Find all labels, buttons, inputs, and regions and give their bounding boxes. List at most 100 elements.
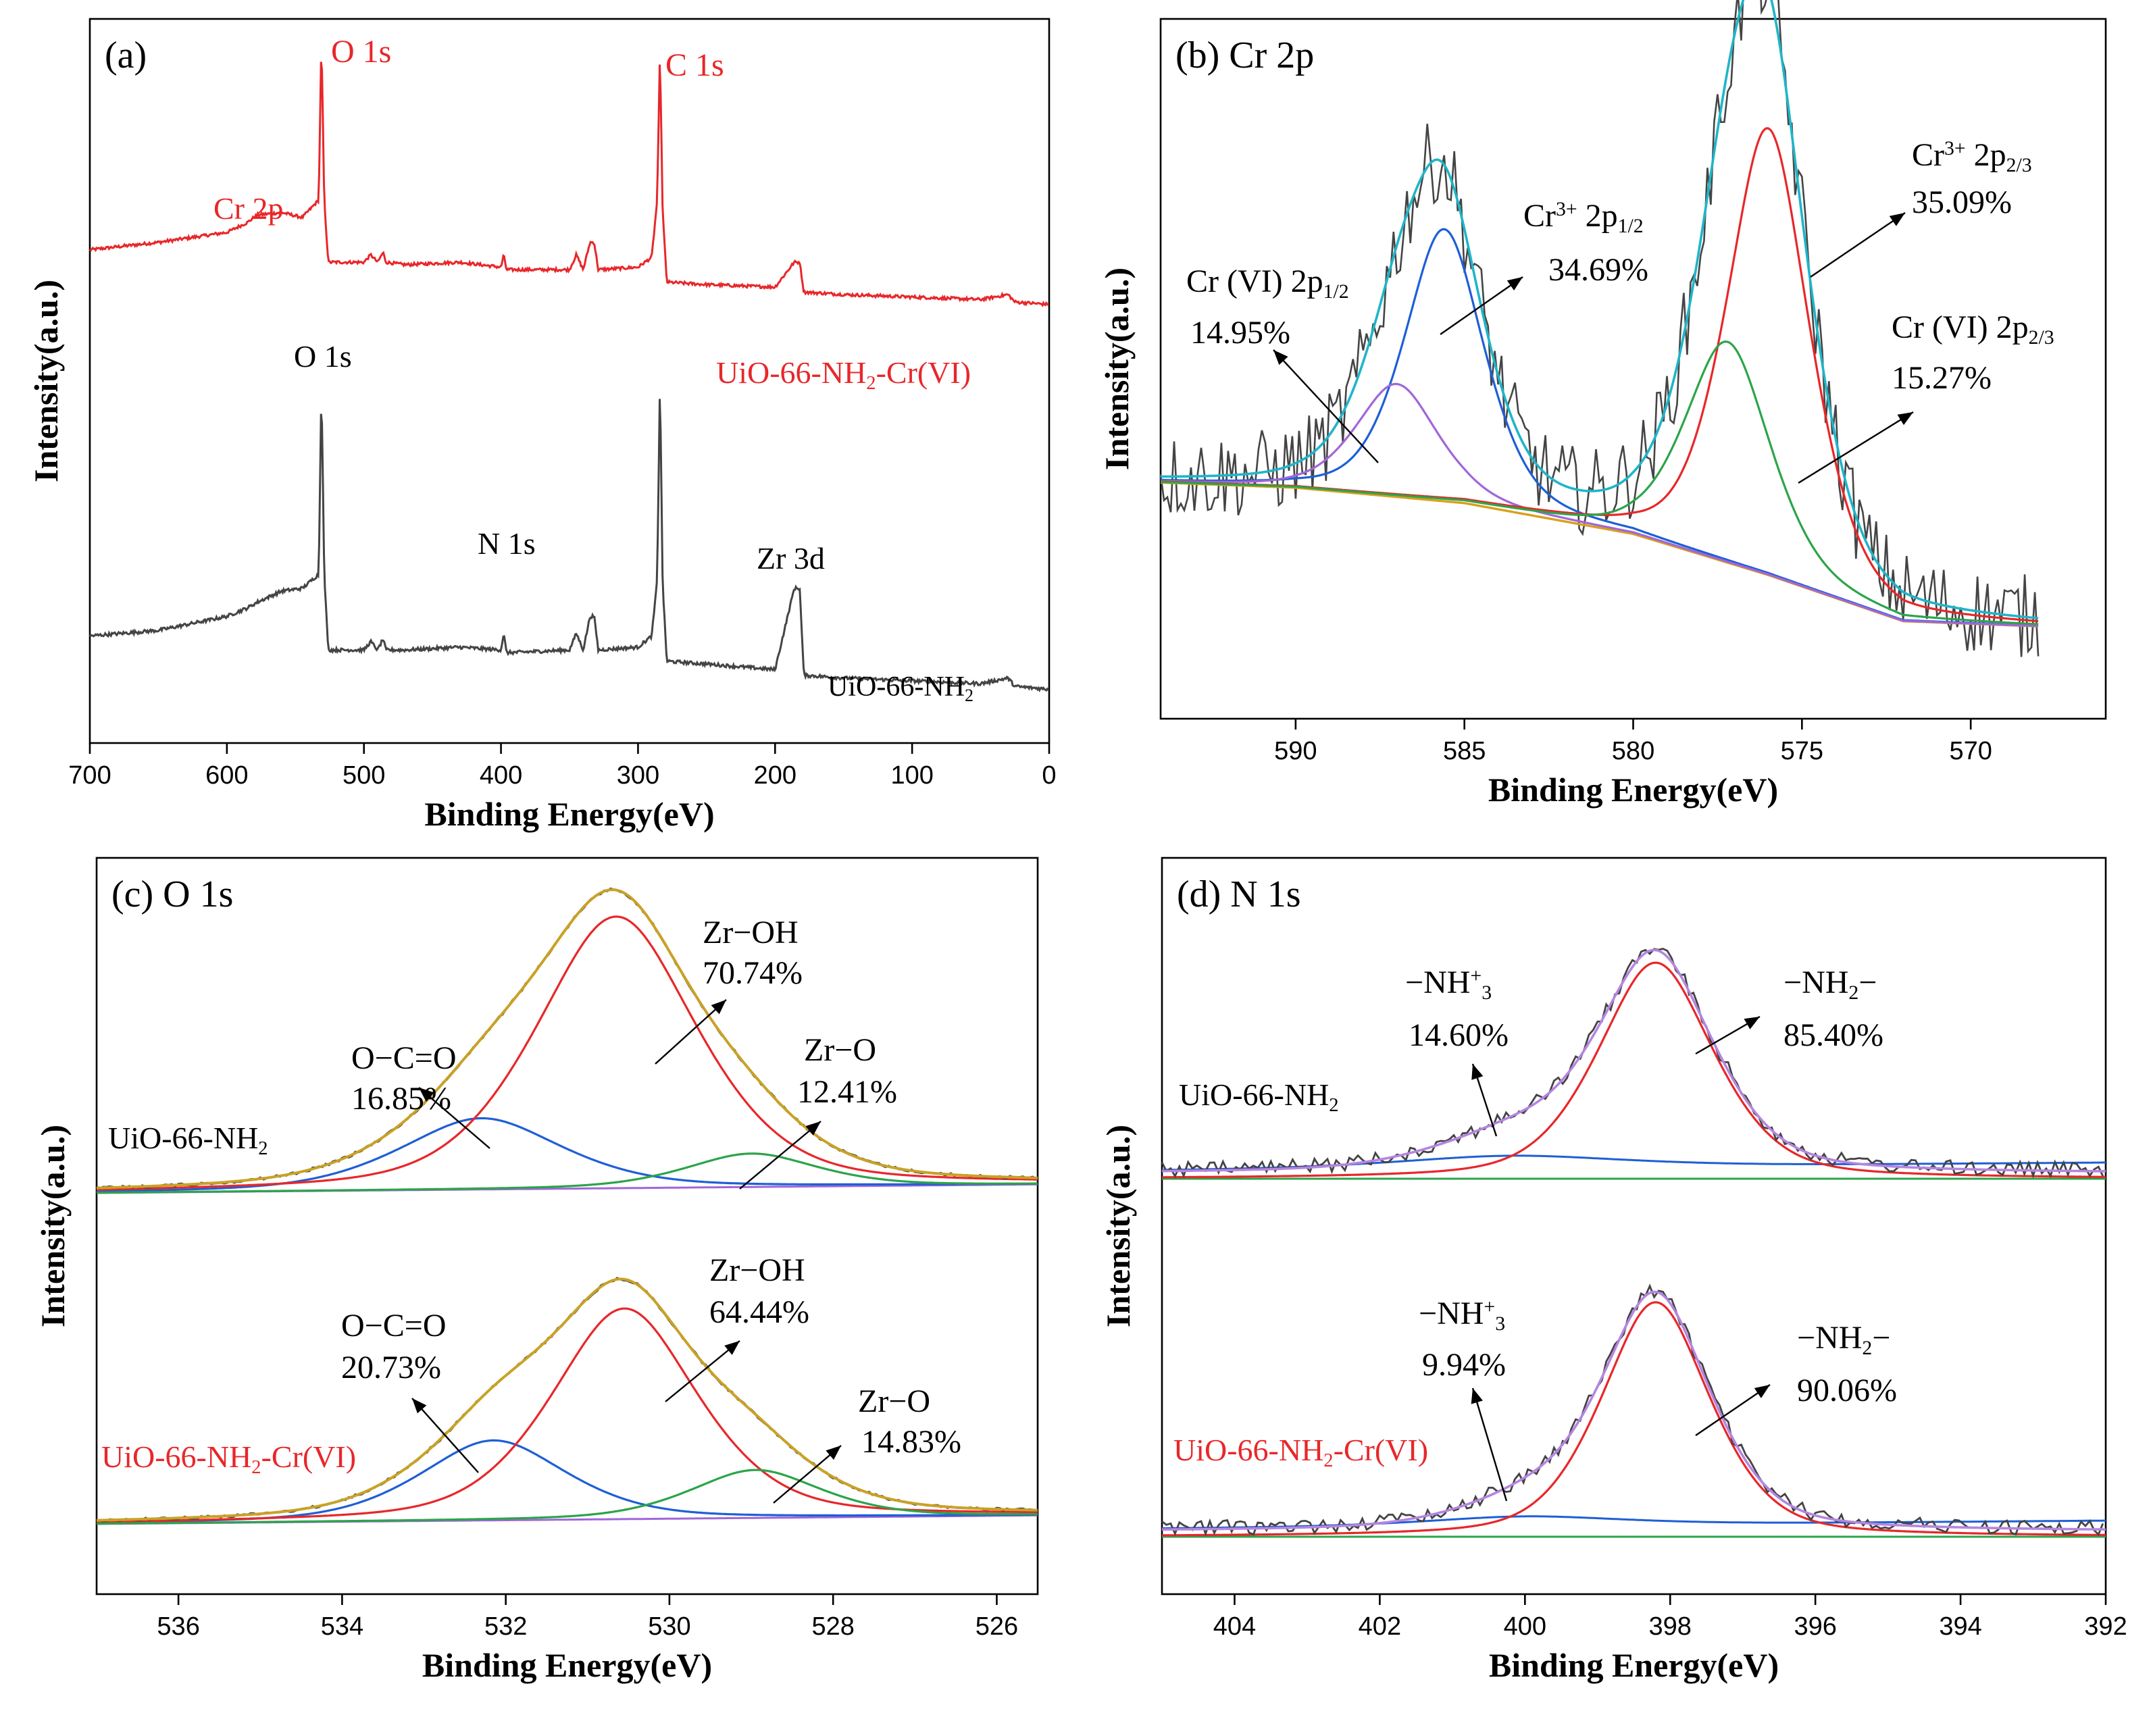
panel-b-label-2: Cr3+ 2p2/3 [1912, 137, 2032, 177]
panel-c-peak-1-2 [97, 1469, 1038, 1525]
panel-d-xtick-label: 396 [1794, 1612, 1836, 1641]
panel-d-x-axis-label: Binding Energy(eV) [1489, 1646, 1779, 1684]
panel-d-group-label-0: UiO-66-NH2 [1179, 1077, 1339, 1116]
panel-d-xtick-label: 392 [2084, 1612, 2127, 1641]
panel-d-xtick-label: 402 [1359, 1612, 1401, 1641]
panel-d-comp-value-0-0: 14.60% [1409, 1017, 1509, 1053]
panel-d-comp-value-1-0: 9.94% [1422, 1347, 1506, 1383]
panel-a-annotation-2: Cr 2p [213, 191, 284, 226]
panel-d-group-label-1: UiO-66-NH2-Cr(VI) [1173, 1433, 1428, 1471]
panel-c-comp-name-1-1: Zr−OH [709, 1252, 805, 1288]
panel-b-xtick-label: 590 [1274, 737, 1317, 765]
panel-b-value-3: 15.27% [1892, 360, 1992, 396]
panel-a-annotation-4: O 1s [294, 339, 352, 374]
panel-a-xtick-label: 200 [754, 761, 796, 790]
panel-b-arrow-3 [1798, 411, 1914, 484]
panel-c-xtick-label: 534 [321, 1612, 363, 1641]
panel-a-xtick-label: 0 [1042, 761, 1056, 790]
panel-b-label-3: Cr (VI) 2p2/3 [1892, 309, 2054, 349]
panel-c-comp-value-0-2: 12.41% [797, 1074, 897, 1110]
panel-b-value-2: 35.09% [1912, 184, 2012, 220]
panel-d-arrow-1 [1695, 1015, 1761, 1055]
panel-d-xtick-label: 404 [1213, 1612, 1256, 1641]
panel-c-xtick-label: 528 [811, 1612, 854, 1641]
panel-c-arrow-4 [665, 1340, 740, 1402]
panel-d-comp-name-0-0: −NH+3 [1405, 965, 1492, 1004]
panel-d-envelope-0 [1162, 948, 2106, 1173]
panel-d-comp-name-1-1: −NH2− [1797, 1320, 1890, 1359]
panel-c-envelope-0 [96, 888, 1038, 1190]
panel-b-peak-crvi-2p12 [1160, 382, 2039, 628]
panel-b-value-0: 34.69% [1548, 252, 1648, 288]
panel-b-label-0: Cr3+ 2p1/2 [1523, 198, 1644, 238]
panel-a-annotation-3: UiO-66-NH2-Cr(VI) [716, 355, 971, 394]
panel-c-panel-label: (c) O 1s [111, 873, 233, 915]
panel-b-xtick-label: 580 [1612, 737, 1654, 765]
panel-c-comp-name-0-2: Zr−O [804, 1032, 876, 1068]
panel-b-envelope [1161, 0, 2039, 619]
panel-c-xtick-label: 536 [157, 1612, 199, 1641]
panel-a-plot-frame [88, 18, 1051, 744]
panel-b-xtick-label: 575 [1781, 737, 1823, 765]
panel-c-comp-name-0-0: O−C=O [351, 1040, 456, 1076]
panel-a-xtick-label: 500 [343, 761, 385, 790]
panel-d-comp-value-1-1: 90.06% [1797, 1373, 1897, 1408]
panel-a-annotation-6: Zr 3d [757, 541, 825, 576]
panel-d-y-axis-label: Intensity(a.u.) [1099, 1125, 1137, 1327]
panel-c-comp-value-0-1: 70.74% [703, 955, 803, 991]
panel-b-panel-label: (b) Cr 2p [1175, 34, 1314, 76]
panel-c-comp-value-1-1: 64.44% [709, 1294, 809, 1330]
panel-c-group-label-0: UiO-66-NH2 [108, 1121, 268, 1159]
series-uio-66-nh2 [88, 399, 1049, 693]
panel-c-envelope-1 [96, 1277, 1038, 1522]
panel-c-xtick-label: 532 [484, 1612, 527, 1641]
panel-c-peak-0-2 [96, 1152, 1038, 1194]
panel-c-peak-0-1 [96, 915, 1038, 1191]
panel-c-arrow-2 [739, 1121, 821, 1190]
panel-d-comp-name-1-0: −NH+3 [1419, 1296, 1505, 1335]
panel-a-annotation-1: C 1s [665, 47, 724, 83]
panel-b-x-axis-label: Binding Energy(eV) [1488, 771, 1778, 809]
panel-c-arrow-1 [655, 999, 727, 1065]
panel-c-peak-1-1 [97, 1307, 1038, 1523]
series-uio-66-nh2-cr-vi [88, 61, 1049, 307]
panel-c-arrow-3 [411, 1398, 479, 1473]
panel-a-xtick-label: 100 [890, 761, 933, 790]
panel-c-comp-value-1-0: 20.73% [341, 1350, 441, 1385]
panel-b-arrow-0 [1440, 276, 1523, 335]
panel-a-xtick-label: 700 [68, 761, 111, 790]
panel-d-comp-value-0-1: 85.40% [1783, 1017, 1883, 1053]
panel-b-arrow-2 [1810, 212, 1906, 278]
panel-b-peak-crvi-2p32 [1161, 340, 2039, 626]
panel-d-peak-nh2-1 [1162, 1301, 2106, 1537]
panel-a-xtick-label: 300 [617, 761, 659, 790]
panel-d-comp-name-0-1: −NH2− [1783, 965, 1877, 1004]
panel-b-label-1: Cr (VI) 2p1/2 [1186, 263, 1349, 303]
panel-b-xtick-label: 585 [1443, 737, 1486, 765]
panel-d-peak-nh2-0 [1162, 961, 2106, 1179]
panel-a-annotation-5: N 1s [478, 526, 536, 561]
panel-d-panel-label: (d) N 1s [1177, 873, 1301, 915]
panel-b-y-axis-label: Intensity(a.u.) [1098, 267, 1136, 470]
panel-b-value-1: 14.95% [1190, 315, 1290, 351]
panel-b-background [1160, 481, 2039, 628]
panel-d-raw-1 [1161, 1283, 2104, 1537]
panel-c-group-label-1: UiO-66-NH2-Cr(VI) [101, 1439, 356, 1478]
panel-d-envelope-1 [1161, 1290, 2106, 1531]
panel-a-x-axis-label: Binding Energy(eV) [424, 795, 714, 833]
panel-c-xtick-label: 526 [976, 1612, 1018, 1641]
panel-c-comp-value-1-2: 14.83% [861, 1424, 961, 1460]
panel-d-xtick-label: 394 [1939, 1612, 1981, 1641]
panel-a-panel-label: (a) [105, 34, 147, 76]
panel-a-annotation-7: UiO-66-NH2 [828, 671, 973, 705]
panel-a-xtick-label: 400 [480, 761, 522, 790]
panel-c-x-axis-label: Binding Energy(eV) [422, 1646, 712, 1684]
panel-d-xtick-label: 400 [1504, 1612, 1546, 1641]
panel-a-y-axis-label: Intensity(a.u.) [27, 280, 65, 482]
panel-c-arrow-0 [418, 1087, 490, 1149]
panel-c-xtick-label: 530 [648, 1612, 690, 1641]
panel-d-plot-frame [1161, 857, 2107, 1595]
panel-d-arrow-0 [1471, 1063, 1498, 1137]
panel-c-y-axis-label: Intensity(a.u.) [34, 1125, 72, 1327]
